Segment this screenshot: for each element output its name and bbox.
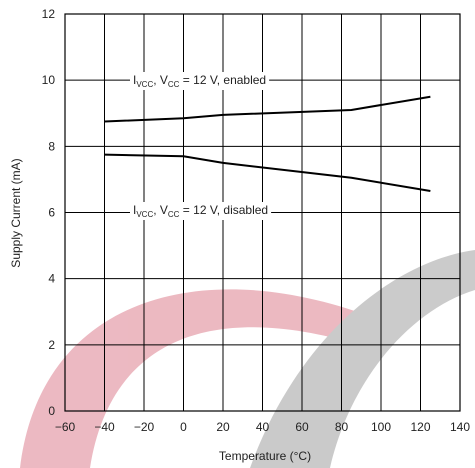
annotation-background bbox=[130, 202, 272, 220]
annotation: IVCC, VCC = 12 V, enabled bbox=[133, 73, 266, 89]
annotation-text: I bbox=[133, 73, 136, 87]
annotation-subscript: CC bbox=[168, 210, 180, 219]
annotation-subscript: VCC bbox=[136, 80, 153, 89]
x-tick-label: 140 bbox=[450, 420, 470, 434]
watermark-arc bbox=[20, 289, 380, 468]
x-tick-label: −60 bbox=[55, 420, 76, 434]
x-tick-label: 20 bbox=[216, 420, 230, 434]
y-axis-label: Supply Current (mA) bbox=[9, 158, 23, 267]
annotation-text: , V bbox=[153, 203, 168, 217]
x-axis-label: Temperature (°C) bbox=[219, 449, 311, 463]
x-tick-label: 40 bbox=[256, 420, 270, 434]
y-tick-label: 10 bbox=[42, 73, 56, 87]
annotation-subscript: VCC bbox=[136, 210, 153, 219]
y-tick-label: 0 bbox=[48, 404, 55, 418]
x-tick-label: −40 bbox=[94, 420, 115, 434]
annotation-text: = 12 V, enabled bbox=[179, 73, 266, 87]
annotation-subscript: CC bbox=[168, 80, 180, 89]
y-tick-label: 6 bbox=[48, 206, 55, 220]
annotation-text: I bbox=[133, 203, 136, 217]
annotation-background bbox=[130, 72, 270, 90]
annotation-text: = 12 V, disabled bbox=[179, 203, 268, 217]
annotation-text: , V bbox=[153, 73, 168, 87]
watermark-arc bbox=[250, 250, 475, 468]
y-tick-label: 12 bbox=[42, 7, 56, 21]
plot-frame bbox=[64, 13, 461, 412]
x-tick-label: 100 bbox=[371, 420, 391, 434]
data-line bbox=[104, 153, 431, 192]
x-tick-label: 120 bbox=[410, 420, 430, 434]
y-tick-label: 8 bbox=[48, 139, 55, 153]
x-tick-label: 80 bbox=[335, 420, 349, 434]
watermark bbox=[20, 250, 475, 468]
data-line bbox=[104, 95, 431, 123]
x-tick-label: −20 bbox=[134, 420, 155, 434]
y-tick-label: 2 bbox=[48, 338, 55, 352]
x-tick-label: 0 bbox=[180, 420, 187, 434]
x-tick-label: 60 bbox=[295, 420, 309, 434]
y-tick-label: 4 bbox=[48, 272, 55, 286]
annotation: IVCC, VCC = 12 V, disabled bbox=[133, 203, 268, 219]
